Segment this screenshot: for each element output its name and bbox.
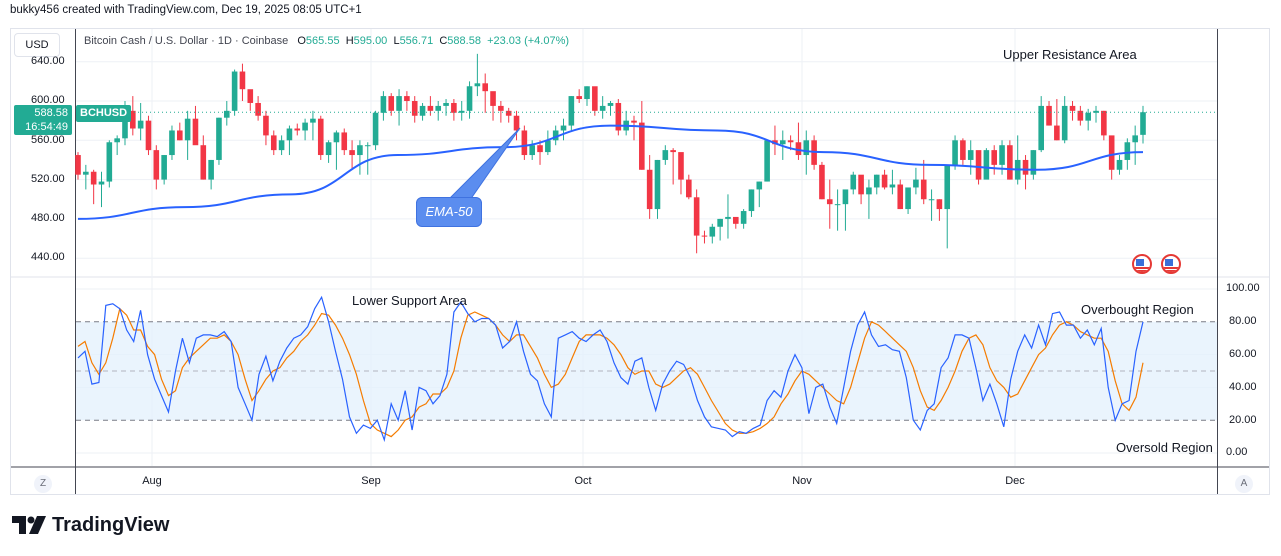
osc-axis-label: 40.00 <box>1229 381 1257 393</box>
time-axis-label: Nov <box>792 475 812 487</box>
price-axis-label: 600.00 <box>31 94 65 106</box>
open-label: O <box>297 35 306 47</box>
tradingview-logo: TradingView <box>12 512 169 538</box>
ema-callout: EMA-50 <box>416 197 482 227</box>
osc-axis-label: 0.00 <box>1226 446 1248 458</box>
bar-countdown: 16:54:49 <box>25 121 68 133</box>
low-value: 556.71 <box>399 35 434 47</box>
osc-axis-label: 20.00 <box>1229 414 1257 426</box>
symbol-legend: Bitcoin Cash / U.S. Dollar · 1D · Coinba… <box>84 35 569 47</box>
change-value: +23.03 (+4.07%) <box>487 35 570 47</box>
time-axis-label: Sep <box>361 475 381 487</box>
currency-button[interactable]: USD <box>14 33 60 57</box>
tradingview-logo-icon <box>12 516 46 534</box>
us-event-flag-icon[interactable] <box>1132 254 1152 274</box>
time-axis-label: Oct <box>574 475 592 487</box>
time-axis-label: Aug <box>142 475 162 487</box>
open-value: 565.55 <box>305 35 340 47</box>
osc-axis-label: 100.00 <box>1226 282 1260 294</box>
close-label: C <box>439 35 448 47</box>
us-event-flag-icon[interactable] <box>1161 254 1181 274</box>
zoom-reset-button[interactable]: Z <box>34 475 52 493</box>
high-label: H <box>345 35 354 47</box>
lower-support-label: Lower Support Area <box>352 293 467 308</box>
symbol-description: Bitcoin Cash / U.S. Dollar · 1D · Coinba… <box>84 35 289 47</box>
price-axis-label: 640.00 <box>31 55 65 67</box>
logo-text: TradingView <box>52 513 170 536</box>
symbol-tag: BCHUSD <box>76 105 132 122</box>
price-axis-label: 440.00 <box>31 251 65 263</box>
chart-credit: bukky456 created with TradingView.com, D… <box>10 4 362 16</box>
last-price-tag: 588.58 16:54:49 <box>14 105 72 135</box>
ema-callout-pointer <box>446 127 521 201</box>
upper-resistance-label: Upper Resistance Area <box>1003 47 1137 62</box>
oversold-label: Oversold Region <box>1116 440 1213 455</box>
auto-scale-button[interactable]: A <box>1235 475 1253 493</box>
price-axis-label: 560.00 <box>31 134 65 146</box>
last-price: 588.58 <box>34 107 68 119</box>
low-label: L <box>393 35 400 47</box>
high-value: 595.00 <box>353 35 388 47</box>
osc-axis-label: 60.00 <box>1229 348 1257 360</box>
close-value: 588.58 <box>447 35 481 47</box>
price-axis-label: 520.00 <box>31 173 65 185</box>
price-axis-label: 480.00 <box>31 212 65 224</box>
overbought-label: Overbought Region <box>1081 302 1194 317</box>
osc-axis-label: 80.00 <box>1229 315 1257 327</box>
time-axis-label: Dec <box>1005 475 1025 487</box>
